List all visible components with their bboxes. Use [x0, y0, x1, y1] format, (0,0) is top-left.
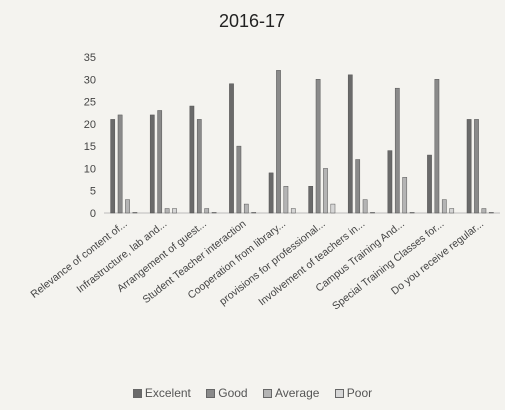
bar-poor-0	[132, 212, 138, 214]
legend-item-excelent: Excelent	[132, 386, 191, 400]
bar-poor-7	[409, 212, 415, 214]
bar-excelent-6	[347, 74, 353, 214]
bar-poor-5	[330, 203, 336, 214]
legend-label-good: Good	[218, 386, 248, 400]
chart-title: 2016-17	[219, 11, 285, 31]
bar-good-9	[474, 119, 479, 214]
bar-average-9	[481, 208, 487, 214]
bar-good-5	[315, 79, 321, 214]
bar-good-8	[434, 79, 440, 214]
y-tick-label: 15	[84, 141, 96, 153]
bar-excelent-8	[427, 154, 432, 214]
bar-good-2	[196, 119, 202, 214]
bar-average-4	[283, 186, 289, 214]
y-tick-label: 10	[84, 163, 96, 175]
bar-average-3	[243, 203, 249, 214]
bar-excelent-9	[466, 119, 472, 214]
bar-poor-8	[449, 208, 455, 214]
bar-poor-1	[172, 208, 177, 214]
bar-poor-3	[251, 212, 257, 214]
legend-label-poor: Poor	[346, 386, 373, 400]
bar-good-6	[355, 159, 361, 214]
bar-average-2	[204, 208, 210, 214]
bar-poor-2	[211, 212, 217, 214]
y-tick-label: 0	[90, 208, 96, 220]
y-tick-label: 20	[84, 119, 96, 131]
bar-poor-9	[488, 212, 494, 214]
legend-label-excelent: Excelent	[144, 386, 191, 400]
bar-excelent-4	[268, 172, 274, 214]
legend-swatch-good	[206, 389, 216, 399]
legend-swatch-average	[262, 389, 272, 399]
legend-item-poor: Poor	[334, 386, 373, 400]
bar-good-3	[236, 145, 242, 214]
bar-excelent-3	[229, 83, 234, 214]
legend-swatch-excelent	[132, 389, 142, 399]
legend-item-good: Good	[206, 386, 248, 400]
bar-average-7	[402, 177, 408, 214]
bar-good-7	[394, 87, 400, 214]
bar-average-6	[362, 199, 368, 214]
y-tick-label: 5	[90, 186, 96, 198]
bar-excelent-7	[387, 150, 393, 214]
bar-poor-6	[370, 212, 375, 214]
legend-label-average: Average	[274, 386, 320, 400]
y-tick-label: 25	[84, 97, 96, 109]
bar-average-8	[441, 199, 447, 214]
legend: Excelent Good Average Poor	[0, 386, 505, 400]
bar-average-1	[164, 208, 170, 214]
bar-excelent-5	[308, 186, 314, 214]
legend-swatch-poor	[334, 389, 344, 399]
bar-good-1	[157, 110, 163, 214]
bar-excelent-1	[149, 114, 155, 214]
bar-excelent-0	[110, 119, 116, 214]
bar-good-0	[117, 114, 123, 214]
bar-poor-4	[290, 208, 296, 214]
bar-excelent-2	[189, 105, 195, 214]
bar-average-5	[323, 168, 328, 214]
legend-item-average: Average	[262, 386, 320, 400]
bar-good-4	[276, 70, 281, 214]
y-tick-label: 35	[84, 52, 96, 64]
y-tick-label: 30	[84, 74, 96, 86]
bar-average-0	[125, 199, 130, 214]
